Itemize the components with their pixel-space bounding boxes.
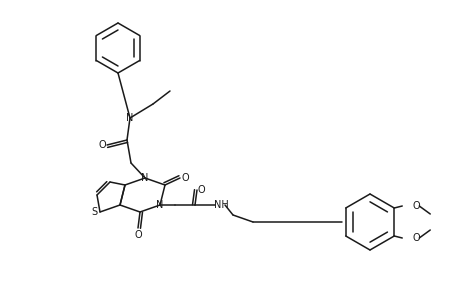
Text: N: N — [126, 113, 134, 123]
Text: S: S — [91, 207, 97, 217]
Text: O: O — [181, 173, 188, 183]
Text: N: N — [141, 173, 148, 183]
Text: NH: NH — [213, 200, 228, 210]
Text: O: O — [412, 201, 419, 211]
Text: O: O — [98, 140, 106, 150]
Text: O: O — [412, 233, 419, 243]
Text: O: O — [197, 185, 204, 195]
Text: N: N — [156, 200, 163, 210]
Text: O: O — [134, 230, 141, 240]
